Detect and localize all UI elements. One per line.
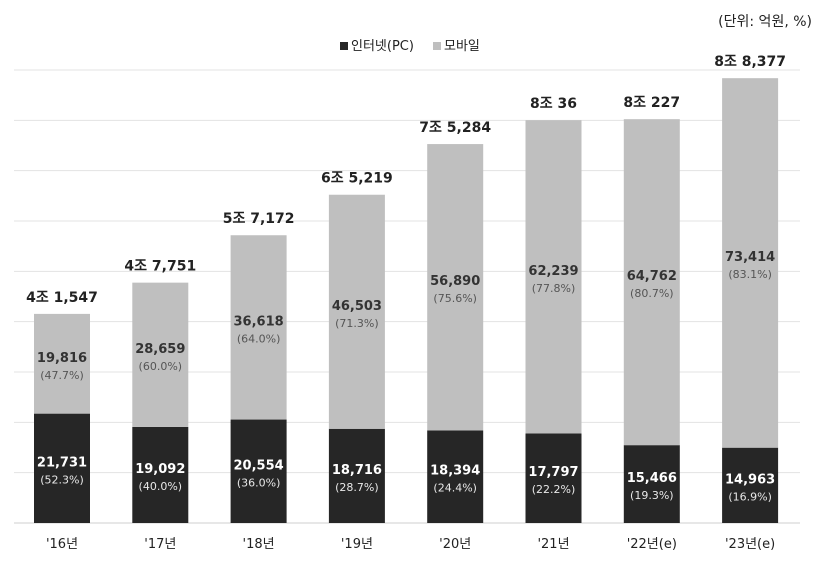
- bar-pc: [230, 419, 287, 523]
- total-label: 8조 36: [530, 96, 577, 112]
- mobile-value-label: 46,503: [332, 299, 382, 314]
- pc-value-label: 21,731: [37, 455, 87, 470]
- pc-percent-label: (22.2%): [532, 483, 576, 496]
- pc-percent-label: (28.7%): [335, 481, 379, 494]
- pc-value-label: 14,963: [725, 472, 775, 487]
- total-label: 4조 1,547: [26, 290, 98, 306]
- x-tick-label: '23년(e): [725, 537, 775, 552]
- mobile-percent-label: (80.7%): [630, 287, 674, 300]
- pc-percent-label: (36.0%): [237, 476, 281, 489]
- total-label: 8조 8,377: [714, 54, 786, 70]
- bars: [34, 78, 779, 523]
- bar-pc: [132, 426, 189, 523]
- bar-mobile: [132, 282, 189, 427]
- gridlines: [14, 69, 800, 524]
- bar-pc: [427, 430, 484, 523]
- x-tick-label: '16년: [46, 537, 78, 552]
- x-axis-ticks: '16년 '17년 '18년 '19년 '20년 '21년 '22년(e) '23년(e): [46, 537, 775, 552]
- pc-value-label: 15,466: [627, 471, 677, 486]
- bar-pc: [34, 413, 90, 523]
- x-tick-label: '21년: [537, 537, 569, 552]
- pc-value-label: 20,554: [234, 458, 284, 473]
- pc-percent-label: (40.0%): [139, 480, 183, 493]
- total-label: 8조 227: [623, 95, 680, 111]
- mobile-percent-label: (83.1%): [728, 268, 772, 281]
- mobile-value-label: 64,762: [627, 269, 677, 284]
- unit-label: (단위: 억원, %): [718, 14, 812, 30]
- bar-mobile: [722, 78, 779, 448]
- x-tick-label: '22년(e): [627, 537, 677, 552]
- mobile-percent-label: (47.7%): [40, 369, 84, 382]
- legend-swatch: [340, 42, 348, 50]
- legend: 인터넷(PC) 모바일: [340, 39, 480, 54]
- bar-mobile: [427, 144, 484, 431]
- data-labels: 21,731 (52.3%) 19,816 (47.7%) 4조 1,547 19,092…: [26, 54, 786, 503]
- x-tick-label: '20년: [439, 537, 471, 552]
- pc-value-label: 17,797: [528, 465, 578, 480]
- total-label: 7조 5,284: [419, 120, 491, 136]
- pc-percent-label: (16.9%): [728, 490, 772, 503]
- legend-label: 인터넷(PC): [351, 39, 414, 54]
- pc-value-label: 18,394: [430, 464, 480, 479]
- bar-pc: [525, 433, 582, 523]
- pc-percent-label: (19.3%): [630, 489, 674, 502]
- bar-pc: [722, 447, 779, 523]
- pc-percent-label: (24.4%): [433, 482, 477, 495]
- mobile-percent-label: (64.0%): [237, 332, 281, 345]
- total-label: 6조 5,219: [321, 171, 393, 187]
- x-tick-label: '19년: [341, 537, 373, 552]
- mobile-percent-label: (77.8%): [532, 282, 576, 295]
- bar-pc: [623, 445, 680, 523]
- pc-value-label: 18,716: [332, 463, 382, 478]
- x-tick-label: '18년: [243, 537, 275, 552]
- bar-pc: [328, 428, 385, 523]
- mobile-percent-label: (71.3%): [335, 317, 379, 330]
- bar-mobile: [230, 235, 287, 420]
- mobile-value-label: 19,816: [37, 351, 87, 366]
- total-label: 5조 7,172: [223, 211, 295, 227]
- bar-mobile: [34, 313, 90, 414]
- x-tick-label: '17년: [144, 537, 176, 552]
- bar-mobile: [328, 194, 385, 429]
- pc-percent-label: (52.3%): [40, 473, 84, 486]
- mobile-value-label: 36,618: [234, 314, 284, 329]
- pc-value-label: 19,092: [135, 462, 185, 477]
- mobile-value-label: 62,239: [528, 264, 578, 279]
- legend-label: 모바일: [444, 39, 480, 54]
- mobile-value-label: 73,414: [725, 250, 775, 265]
- bar-mobile: [623, 119, 680, 446]
- bar-mobile: [525, 120, 582, 434]
- legend-swatch: [433, 42, 441, 50]
- mobile-percent-label: (75.6%): [433, 292, 477, 305]
- total-label: 4조 7,751: [124, 259, 196, 275]
- mobile-value-label: 28,659: [135, 342, 185, 357]
- mobile-percent-label: (60.0%): [139, 360, 183, 373]
- mobile-value-label: 56,890: [430, 274, 480, 289]
